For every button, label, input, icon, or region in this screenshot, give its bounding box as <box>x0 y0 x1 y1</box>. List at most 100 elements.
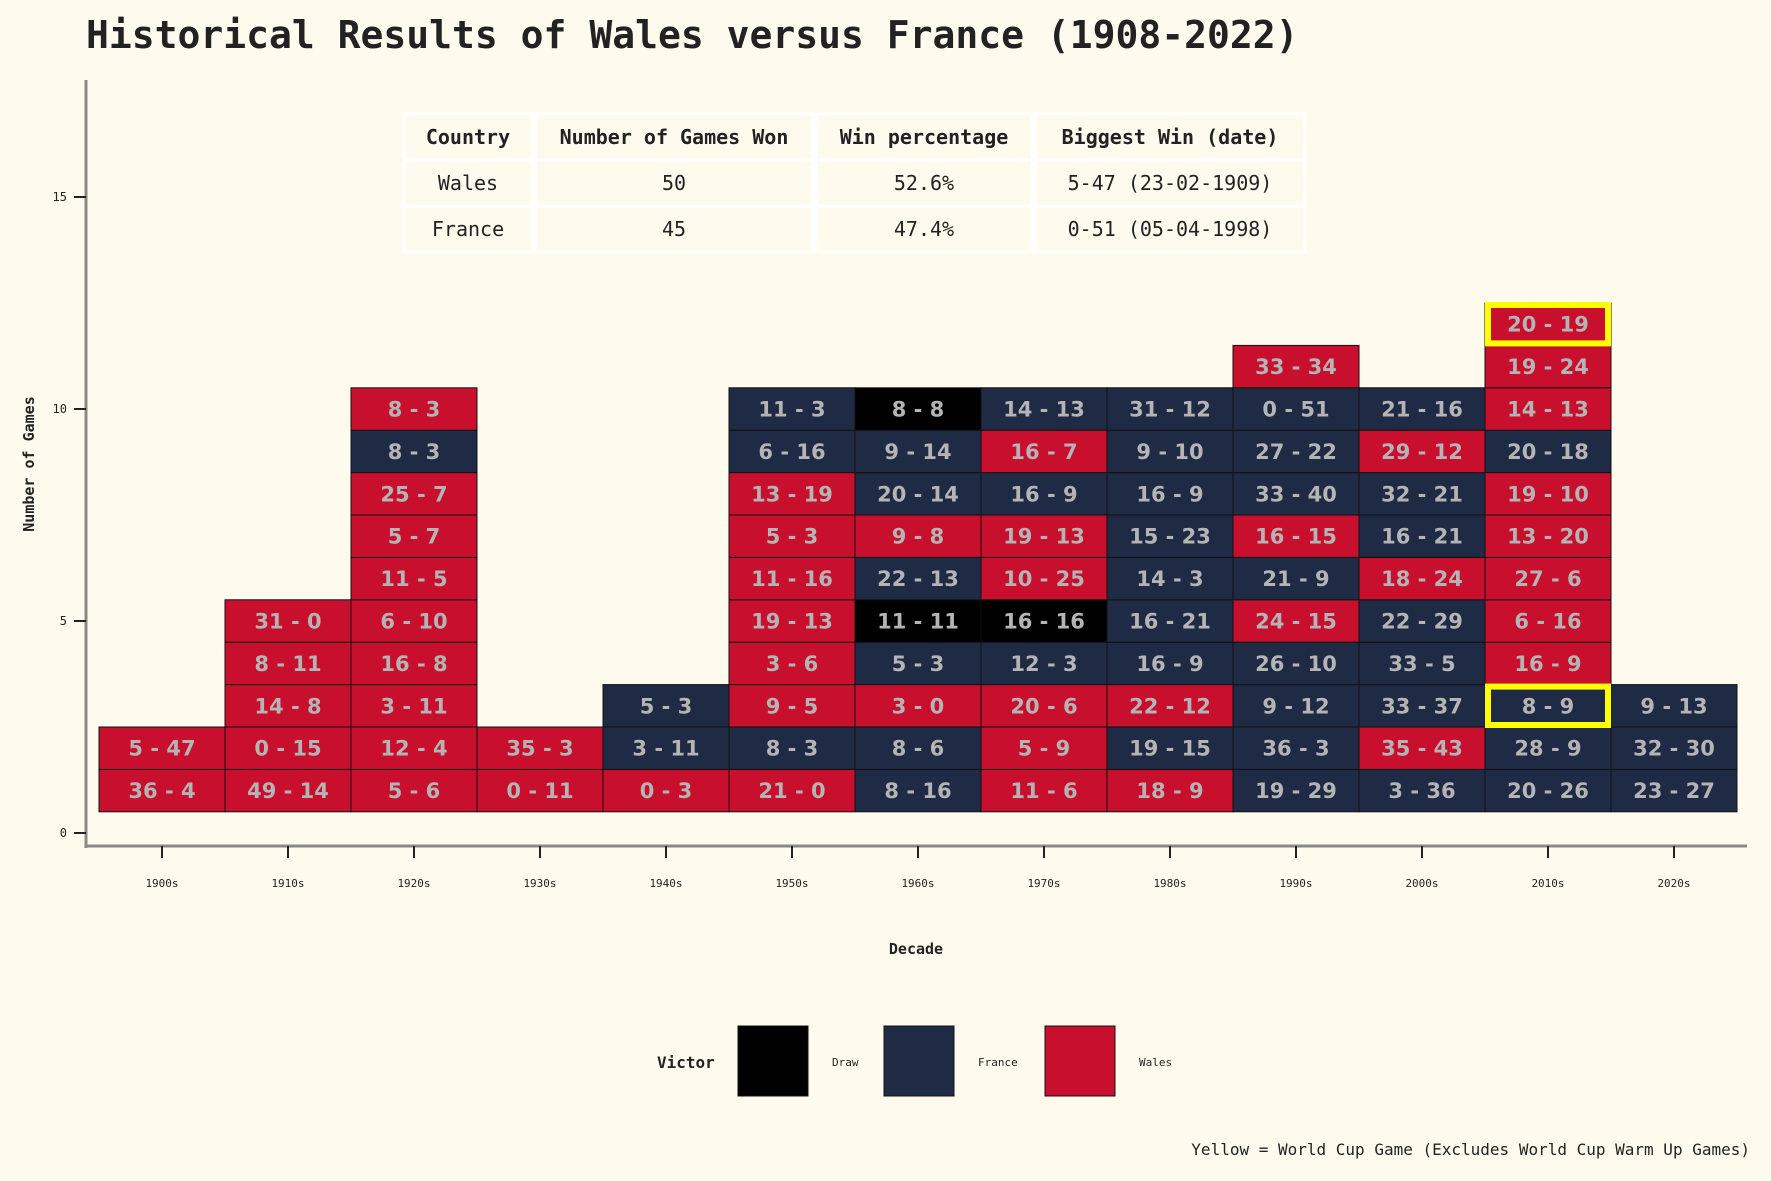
tile-score: 3 - 11 <box>380 694 447 718</box>
tile <box>1484 514 1612 558</box>
tile <box>854 684 982 728</box>
world-cup-highlight <box>1485 683 1611 728</box>
tile <box>1106 599 1234 643</box>
tile-score: 0 - 51 <box>1262 398 1329 422</box>
tile-score: 5 - 3 <box>892 652 945 676</box>
tile-score: 16 - 21 <box>1129 610 1211 634</box>
tile <box>854 726 982 770</box>
tile-score: 9 - 8 <box>892 525 945 549</box>
y-tick-label: 5 <box>60 614 67 628</box>
tile-score: 14 - 3 <box>1136 567 1203 591</box>
tile <box>1106 472 1234 516</box>
tile-score: 11 - 5 <box>380 567 447 591</box>
tile <box>1484 726 1612 770</box>
tile-score: 31 - 12 <box>1129 398 1211 422</box>
table-value: 52.6% <box>894 171 954 195</box>
x-tick-label: 1910s <box>271 877 304 890</box>
tile-score: 16 - 9 <box>1136 652 1203 676</box>
tile <box>1232 472 1360 516</box>
tile <box>1358 684 1486 728</box>
legend: Victor Draw France Wales <box>657 1025 1172 1097</box>
tile-score: 32 - 30 <box>1633 737 1715 761</box>
tile-score: 13 - 19 <box>751 482 833 506</box>
tile-score: 29 - 12 <box>1381 440 1463 464</box>
tile <box>728 556 856 601</box>
table-cell <box>814 204 1034 254</box>
tile <box>1358 641 1486 686</box>
tile-score: 27 - 22 <box>1255 440 1337 464</box>
tile-score: 11 - 6 <box>1010 779 1077 803</box>
tile <box>350 684 478 728</box>
tile <box>728 599 856 643</box>
legend-swatch <box>883 1025 955 1097</box>
tile-score: 20 - 6 <box>1010 694 1077 718</box>
tile <box>1106 768 1234 813</box>
tile-score: 16 - 9 <box>1514 652 1581 676</box>
tile-score: 9 - 13 <box>1640 694 1707 718</box>
tile <box>1232 556 1360 601</box>
tile-score: 16 - 9 <box>1136 482 1203 506</box>
tile <box>602 684 730 728</box>
tile <box>1232 344 1360 389</box>
tile-score: 24 - 15 <box>1255 610 1337 634</box>
tile-score: 20 - 26 <box>1507 779 1589 803</box>
tile <box>1106 684 1234 728</box>
table-value: 5-47 (23-02-1909) <box>1068 171 1273 195</box>
tile <box>854 599 982 643</box>
tile-score: 8 - 8 <box>892 398 945 422</box>
tile-score: 19 - 10 <box>1507 482 1589 506</box>
tile-score: 5 - 3 <box>766 525 819 549</box>
tile-score: 49 - 14 <box>247 779 329 803</box>
y-axis-label: Number of Games <box>20 396 38 531</box>
tile-score: 20 - 14 <box>877 482 959 506</box>
tile-score: 8 - 9 <box>1522 694 1575 718</box>
table-value: 0-51 (05-04-1998) <box>1068 217 1273 241</box>
tile-score: 26 - 10 <box>1255 652 1337 676</box>
tile-score: 3 - 0 <box>892 694 945 718</box>
tile-score: 9 - 10 <box>1136 440 1203 464</box>
table-header: Number of Games Won <box>560 125 789 149</box>
legend-label: France <box>978 1056 1018 1069</box>
tile-score: 21 - 0 <box>758 779 825 803</box>
tile <box>1358 726 1486 770</box>
tile-score: 3 - 36 <box>1388 779 1455 803</box>
tile-score: 11 - 11 <box>877 610 959 634</box>
legend-label: Draw <box>832 1056 859 1069</box>
tile <box>1484 429 1612 474</box>
tile <box>350 599 478 643</box>
tile-grid: 36 - 4 5 - 47 49 - 14 0 - 15 14 - 8 8 - 11 31 … <box>98 302 1738 813</box>
tile-score: 8 - 3 <box>766 737 819 761</box>
tile <box>854 472 982 516</box>
table-value: 45 <box>662 217 686 241</box>
tile-score: 14 - 8 <box>254 694 321 718</box>
tile-score: 0 - 11 <box>506 779 573 803</box>
tile <box>98 768 226 813</box>
y-tick-label: 10 <box>53 402 67 416</box>
tile-score: 25 - 7 <box>380 482 447 506</box>
x-tick-label: 1950s <box>775 877 808 890</box>
x-tick-label: 2020s <box>1657 877 1690 890</box>
tile <box>1610 768 1738 813</box>
tile-score: 35 - 3 <box>506 737 573 761</box>
tile <box>602 726 730 770</box>
tile-score: 3 - 11 <box>632 737 699 761</box>
tile-score: 5 - 9 <box>1018 737 1071 761</box>
tile <box>350 472 478 516</box>
tile <box>1358 387 1486 431</box>
tile <box>980 472 1108 516</box>
table-value: 47.4% <box>894 217 954 241</box>
table-background <box>404 114 1305 252</box>
tile-score: 19 - 29 <box>1255 779 1337 803</box>
tile <box>350 768 478 813</box>
tile-score: 8 - 3 <box>388 440 441 464</box>
summary-table: Country Number of Games Won Win percentage… <box>402 112 1307 254</box>
tile <box>224 726 352 770</box>
tile <box>350 726 478 770</box>
tile <box>224 684 352 728</box>
x-tick-label: 1980s <box>1153 877 1186 890</box>
tile-score: 31 - 0 <box>254 610 321 634</box>
tile-score: 36 - 4 <box>128 779 195 803</box>
tile-score: 16 - 8 <box>380 652 447 676</box>
tile <box>854 387 982 431</box>
